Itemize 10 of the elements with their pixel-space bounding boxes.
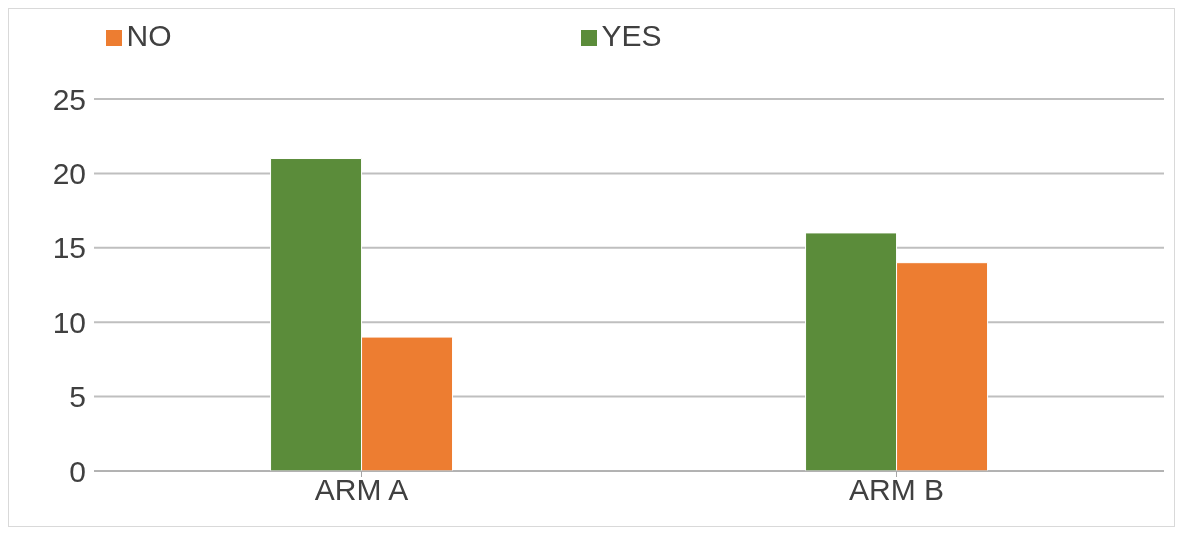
y-tick-label: 15 <box>52 231 86 265</box>
x-tick-label: ARM B <box>848 473 945 507</box>
y-tick-label: 20 <box>52 157 86 191</box>
legend-label: YES <box>601 19 662 52</box>
y-tick-label: 10 <box>52 305 86 339</box>
y-tick-label: 0 <box>69 454 86 488</box>
y-tick-label: 5 <box>69 380 86 414</box>
legend-label: NO <box>126 19 172 52</box>
y-tick-label: 25 <box>52 82 86 116</box>
x-tick-label: ARM A <box>314 473 409 507</box>
